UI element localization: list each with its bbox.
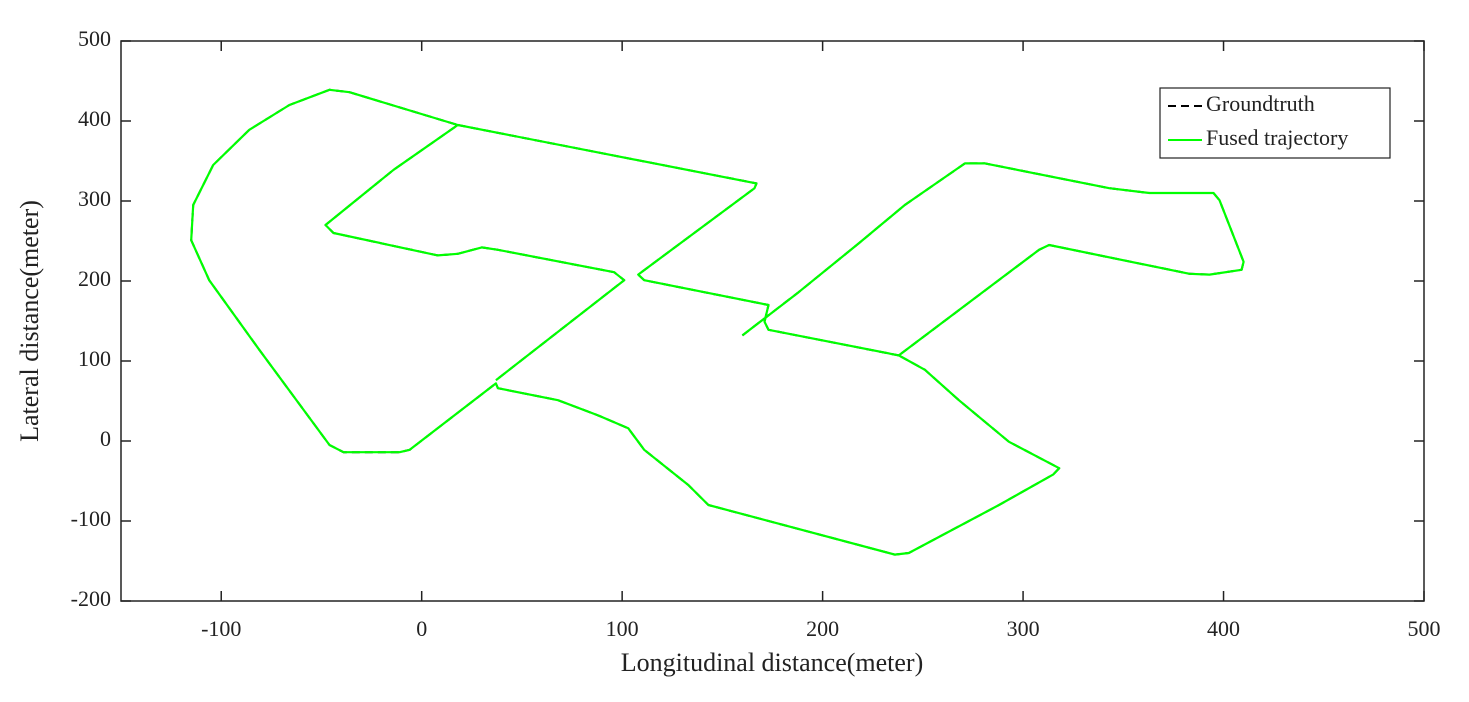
y-tick-label: -200: [71, 586, 111, 611]
x-tick-label: 0: [416, 616, 427, 641]
legend-label: Fused trajectory: [1206, 125, 1348, 150]
trajectory-line: [190, 88, 1245, 556]
plot-frame: [120, 40, 1425, 602]
y-tick-label: 300: [78, 186, 111, 211]
x-tick-label: 300: [1007, 616, 1040, 641]
legend-box: [1159, 87, 1391, 159]
x-tick-label: -100: [201, 616, 241, 641]
y-tick-label: 100: [78, 346, 111, 371]
y-tick-label: 0: [100, 426, 111, 451]
y-tick-label: 200: [78, 266, 111, 291]
x-tick-label: 400: [1207, 616, 1240, 641]
y-tick-label: 500: [78, 26, 111, 51]
x-tick-label: 100: [606, 616, 639, 641]
x-tick-label: 500: [1408, 616, 1441, 641]
x-axis-label: Longitudinal distance(meter): [621, 648, 924, 677]
legend-label: Groundtruth: [1206, 91, 1315, 116]
y-tick-label: -100: [71, 506, 111, 531]
trajectory-line: [190, 88, 1245, 556]
y-axis-label: Lateral distance(meter): [15, 200, 44, 442]
y-tick-label: 400: [78, 106, 111, 131]
x-tick-label: 200: [806, 616, 839, 641]
